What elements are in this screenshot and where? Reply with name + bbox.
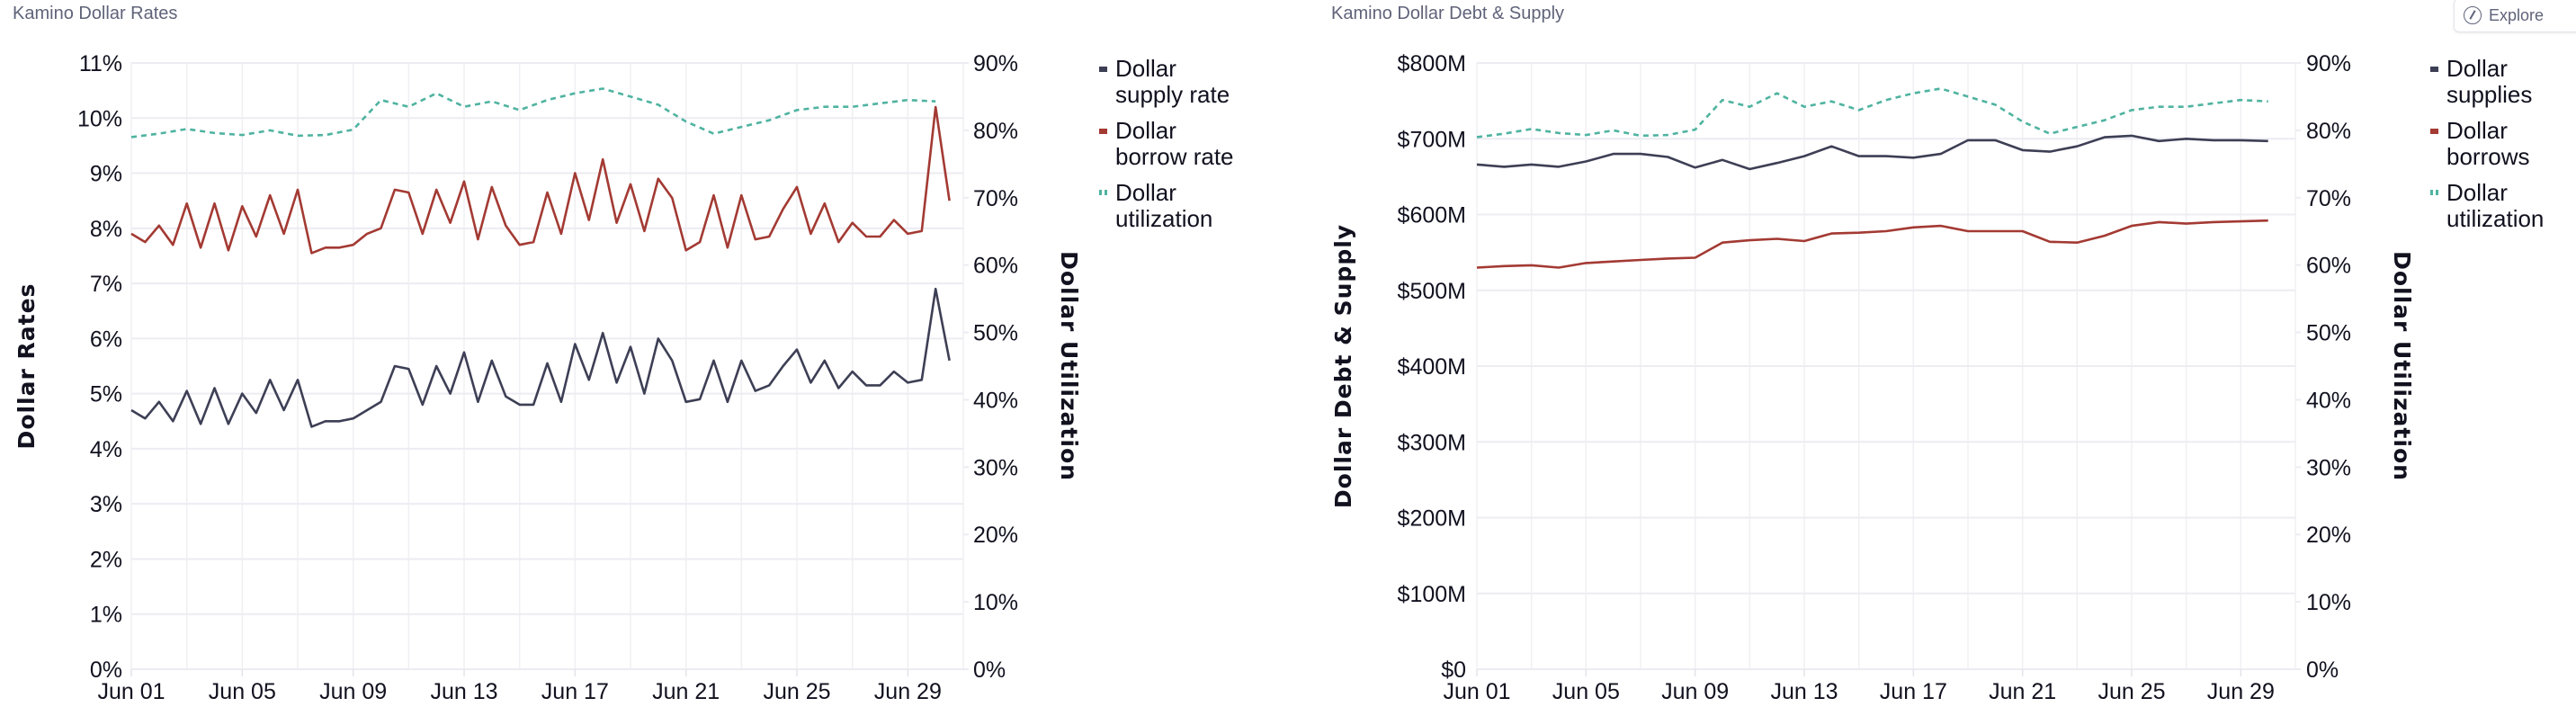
chart-title-debt-supply: Kamino Dollar Debt & Supply: [1331, 4, 1565, 23]
legend-swatch: [2430, 129, 2438, 134]
y-tick-label: $700M: [1398, 127, 1466, 152]
y-tick-label: $400M: [1398, 354, 1466, 380]
y-tick-label: 11%: [79, 51, 122, 76]
y-tick-label: 5%: [90, 382, 122, 407]
y-tick-label: $300M: [1398, 430, 1466, 455]
series-line-dollar-supply-rate: [130, 287, 951, 428]
y-tick-label: $500M: [1398, 279, 1466, 304]
x-tick-label: Jun 25: [763, 679, 830, 704]
y2-axis-title: Dollar Utilization: [1056, 251, 1082, 481]
y-tick-label: 9%: [90, 162, 122, 187]
y-tick-label: $600M: [1398, 203, 1466, 228]
y2-tick-label: 70%: [2306, 186, 2351, 211]
y-tick-label: 0%: [90, 658, 122, 683]
y-axis-title: Dollar Debt & Supply: [1330, 224, 1356, 508]
legend-label: Dollar borrow rate: [1115, 117, 1234, 170]
legend-swatch: [1099, 67, 1107, 72]
y-axis-title: Dollar Rates: [13, 283, 40, 450]
y2-tick-label: 90%: [973, 51, 1018, 76]
y-tick-label: $200M: [1398, 506, 1466, 532]
y2-tick-label: 0%: [2306, 658, 2339, 683]
rates-chart: 0% 1% 2% 3% 4% 5% 6% 7% 8% 9% 10% 11% 0% 10% 20% 30% 40%…: [13, 51, 1082, 704]
y2-tick-label: 90%: [2306, 51, 2351, 76]
x-tick-label: Jun 25: [2097, 679, 2165, 704]
y2-tick-label: 10%: [973, 590, 1018, 615]
y2-axis-title: Dollar Utilization: [2389, 251, 2415, 481]
y-tick-label: 4%: [90, 437, 122, 462]
y-tick-label: $0: [1441, 658, 1466, 683]
y2-tick-label: 40%: [973, 388, 1018, 413]
legend-item-borrow-rate[interactable]: Dollar borrow rate: [1099, 118, 1234, 170]
explore-label: Explore: [2489, 5, 2545, 24]
y-tick-label: $100M: [1398, 582, 1466, 607]
y-tick-label: 2%: [90, 547, 122, 572]
x-tick-label: Jun 29: [874, 679, 942, 704]
legend-item-utilization[interactable]: Dollar utilization: [2430, 180, 2556, 232]
y2-tick-label: 10%: [2306, 590, 2351, 615]
x-tick-label: Jun 29: [2207, 679, 2275, 704]
legend-label: Dollar utilization: [1115, 179, 1213, 232]
y-tick-label: $800M: [1398, 51, 1466, 76]
x-tick-label: Jun 21: [652, 679, 720, 704]
y2-tick-label: 20%: [2306, 523, 2351, 548]
legend-label: Dollar utilization: [2446, 179, 2545, 232]
debt-supply-legend: Dollar supplies Dollar borrows Dollar ut…: [2430, 56, 2556, 242]
series-line-dollar-supplies: [1476, 134, 2268, 171]
legend-item-borrows[interactable]: Dollar borrows: [2430, 118, 2556, 170]
y2-tick-label: 40%: [2306, 388, 2351, 413]
y-tick-label: 3%: [90, 492, 122, 517]
y2-tick-label: 80%: [2306, 119, 2351, 144]
rates-legend: Dollar supply rate Dollar borrow rate Do…: [1099, 56, 1234, 242]
x-tick-label: Jun 01: [1443, 679, 1510, 704]
legend-swatch: [2430, 190, 2433, 195]
y2-tick-label: 30%: [973, 455, 1018, 480]
x-tick-label: Jun 21: [1989, 679, 2056, 704]
y2-tick-label: 50%: [2306, 321, 2351, 346]
y-tick-label: 6%: [90, 327, 122, 352]
y-tick-label: 1%: [90, 603, 122, 628]
x-tick-label: Jun 13: [1770, 679, 1838, 704]
legend-swatch: [2430, 67, 2438, 72]
x-tick-label: Jun 13: [430, 679, 497, 704]
x-tick-label: Jun 05: [209, 679, 276, 704]
y2-tick-label: 80%: [973, 119, 1018, 144]
x-tick-label: Jun 17: [1880, 679, 1947, 704]
series-line-dollar-borrows: [1476, 219, 2268, 269]
y2-tick-label: 60%: [2306, 254, 2351, 279]
chart-title-rates: Kamino Dollar Rates: [13, 4, 178, 23]
y2-tick-label: 70%: [973, 186, 1018, 211]
legend-item-supplies[interactable]: Dollar supplies: [2430, 56, 2556, 108]
legend-swatch: [1099, 190, 1102, 195]
legend-item-utilization[interactable]: Dollar utilization: [1099, 180, 1234, 232]
series-line-dollar-utilization: [1476, 87, 2268, 139]
y2-tick-label: 30%: [2306, 455, 2351, 480]
explore-button[interactable]: Explore: [2454, 0, 2576, 32]
series-line-dollar-utilization: [130, 87, 936, 139]
legend-item-supply-rate[interactable]: Dollar supply rate: [1099, 56, 1234, 108]
y2-tick-label: 20%: [973, 523, 1018, 548]
y-tick-label: 8%: [90, 217, 122, 242]
x-tick-label: Jun 09: [1661, 679, 1729, 704]
legend-label: Dollar supply rate: [1115, 55, 1230, 108]
legend-swatch: [1105, 190, 1107, 195]
y-tick-label: 7%: [90, 272, 122, 297]
legend-swatch: [2436, 190, 2438, 195]
legend-swatch: [1099, 129, 1107, 134]
x-tick-label: Jun 09: [319, 679, 387, 704]
legend-label: Dollar supplies: [2446, 55, 2533, 108]
x-tick-label: Jun 05: [1552, 679, 1620, 704]
compass-icon: [2464, 6, 2482, 24]
series-line-dollar-borrow-rate: [130, 105, 951, 255]
y2-tick-label: 0%: [973, 658, 1006, 683]
x-tick-label: Jun 01: [97, 679, 165, 704]
x-tick-label: Jun 17: [541, 679, 609, 704]
y-tick-label: 10%: [77, 106, 122, 131]
y2-tick-label: 60%: [973, 254, 1018, 279]
y2-tick-label: 50%: [973, 321, 1018, 346]
legend-label: Dollar borrows: [2446, 117, 2530, 170]
